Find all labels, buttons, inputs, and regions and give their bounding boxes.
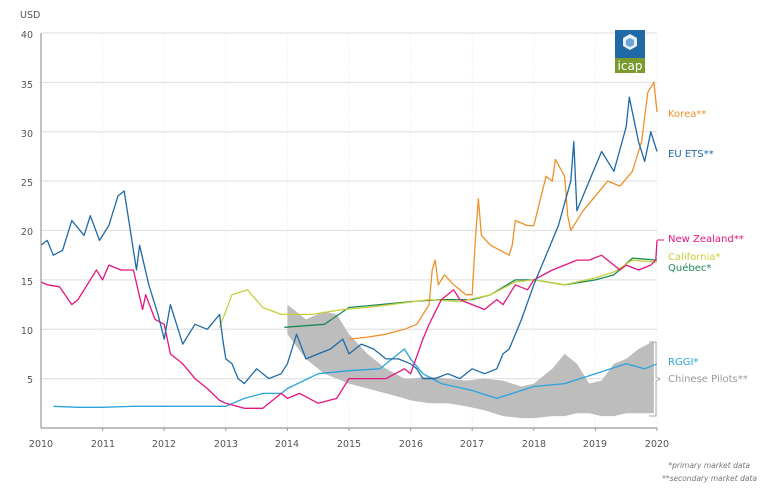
series-band-chinese-pilots [287, 304, 654, 419]
footnote-secondary: **secondary market data [662, 474, 757, 483]
series-line-rggi [53, 348, 658, 408]
x-tick-label: 2012 [152, 439, 176, 450]
y-tick-label: 20 [21, 227, 33, 238]
x-tick-label: 2020 [645, 439, 669, 450]
y-tick-label: 15 [21, 277, 33, 288]
x-tick-label: 2017 [460, 439, 484, 450]
legend-rggi: RGGI* [668, 357, 698, 368]
y-tick-label: 35 [21, 80, 33, 91]
y-tick-label: 25 [21, 178, 33, 189]
legend-california: California* [668, 252, 721, 263]
logo-globe-icon [626, 38, 634, 47]
series-layer [40, 81, 658, 419]
x-tick-label: 2015 [337, 439, 361, 450]
x-axis-ticks: 2010 2011 2012 2013 2014 2015 2016 2017 … [29, 439, 669, 450]
y-tick-label: 40 [21, 30, 33, 41]
legend-quebec: Québec* [668, 262, 711, 274]
x-tick-label: 2013 [214, 439, 238, 450]
chinese-pilots-bracket [649, 341, 662, 417]
icap-logo: icap [615, 30, 645, 73]
y-axis-label: USD [20, 10, 40, 21]
logo-text: icap [618, 59, 643, 73]
series-line-qu-bec [284, 257, 658, 328]
x-tick-label: 2018 [522, 439, 546, 450]
y-axis-ticks: 5 10 15 20 25 30 35 40 [21, 30, 33, 386]
footnote-primary: *primary market data [668, 461, 750, 470]
x-tick-label: 2016 [399, 439, 423, 450]
x-tick-label: 2010 [29, 439, 53, 450]
y-tick-label: 30 [21, 129, 33, 140]
legend-korea: Korea** [668, 109, 706, 120]
y-tick-label: 5 [27, 375, 33, 386]
grid [41, 32, 658, 431]
legend-chinese-pilots: Chinese Pilots** [668, 374, 748, 385]
legend-new-zealand: New Zealand** [668, 234, 744, 245]
x-tick-label: 2011 [91, 439, 115, 450]
series-line-new-zealand [40, 240, 658, 409]
y-tick-label: 10 [21, 326, 33, 337]
x-tick-label: 2019 [583, 439, 607, 450]
x-tick-label: 2014 [275, 439, 299, 450]
series-line-korea [348, 81, 658, 340]
series-line-eu-ets [40, 96, 658, 385]
series-line-california [218, 259, 658, 328]
legend-eu-ets: EU ETS** [668, 149, 714, 160]
